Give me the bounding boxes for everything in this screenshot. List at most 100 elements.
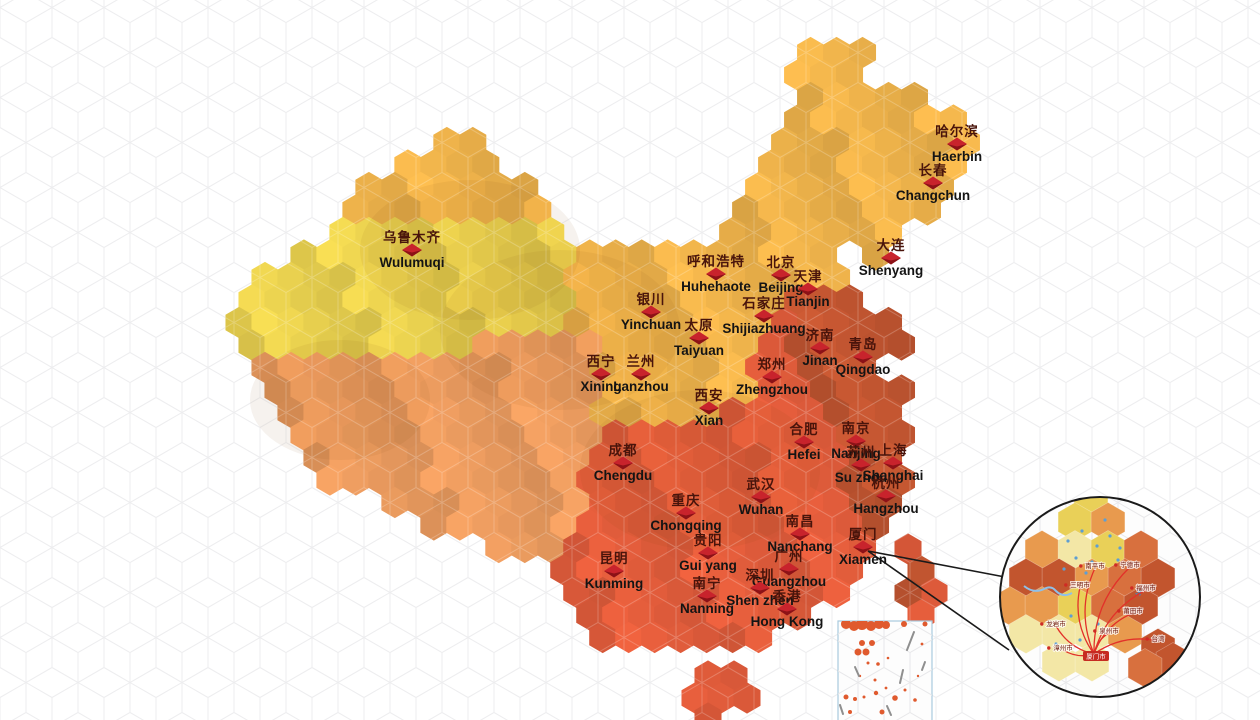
city-marker-facet <box>771 275 791 282</box>
south-china-sea-inset <box>837 620 933 720</box>
city-label-cn: 杭州 <box>872 475 901 491</box>
city-label-cn: 广州 <box>775 548 804 564</box>
inset-origin-chip <box>1083 651 1109 661</box>
inset-city-label: 宁德市 <box>1120 560 1140 569</box>
city-chengdu[interactable]: 成都 Chengdu <box>594 442 653 483</box>
city-guangzhou[interactable]: 广州 Guangzhou <box>752 548 826 589</box>
inset-city-三明市[interactable]: 三明市 <box>1064 579 1091 590</box>
inset-city-龙岩市[interactable]: 龙岩市 <box>1040 618 1067 629</box>
city-tianjin[interactable]: 天津 Tianjin <box>786 268 829 309</box>
inset-city-label: 福州市 <box>1136 583 1156 592</box>
photo-shade <box>250 340 430 460</box>
city-wuhan[interactable]: 武汉 Wuhan <box>739 476 784 517</box>
inset-blue-dot <box>1116 558 1120 562</box>
city-label-en: Shenyang <box>859 263 924 278</box>
city-label-cn: 南京 <box>842 420 871 436</box>
city-chongqing[interactable]: 重庆 Chongqing <box>650 492 721 533</box>
city-marker-facet <box>790 534 810 541</box>
city-shen-zhen[interactable]: 深圳 Shen zhen <box>726 567 794 608</box>
city-marker-facet <box>689 338 709 345</box>
city-changchun[interactable]: 长春 Changchun <box>896 162 970 203</box>
city-marker-facet <box>881 258 901 265</box>
city-shijiazhuang[interactable]: 石家庄 Shijiazhuang <box>722 295 805 336</box>
sea-inset-island-dot <box>886 656 890 660</box>
city-marker-facet <box>754 316 774 323</box>
city-label-cn: 厦门 <box>849 526 878 542</box>
city-label-en: Shijiazhuang <box>722 321 805 336</box>
city-wulumuqi[interactable]: 乌鲁木齐 Wulumuqi <box>380 229 445 270</box>
inset-city-莆田市[interactable]: 莆田市 <box>1117 605 1144 616</box>
city-label-cn: 合肥 <box>790 421 819 437</box>
city-marker-facet <box>641 312 661 319</box>
city-nanjing[interactable]: 南京 Nanjing <box>831 420 881 461</box>
city-marker-facet <box>631 374 651 381</box>
city-label-en: Shen zhen <box>726 593 794 608</box>
city-label-en: Wuhan <box>739 502 784 517</box>
city-xining[interactable]: 西宁 Xining <box>580 353 621 394</box>
inset-city-宁德市[interactable]: 宁德市 <box>1114 559 1141 570</box>
city-label-cn: 重庆 <box>672 492 701 508</box>
inset-city-厦门市[interactable]: 厦门市 <box>1083 651 1109 661</box>
boundary-dash <box>854 666 860 677</box>
inset-blue-dot <box>1062 567 1066 571</box>
city-su-zhou[interactable]: 苏州 Su zhou <box>835 444 888 485</box>
city-marker-facet <box>762 377 782 384</box>
city-marker-facet <box>613 463 633 470</box>
city-lanzhou[interactable]: 兰州 Lanzhou <box>613 353 669 394</box>
sea-inset-island-dot <box>854 648 862 656</box>
city-label-cn: 哈尔滨 <box>935 123 979 139</box>
city-hefei[interactable]: 合肥 Hefei <box>787 421 820 462</box>
city-nanning[interactable]: 南宁 Nanning <box>680 575 734 616</box>
city-label-en: Chongqing <box>650 518 721 533</box>
boundary-dash <box>921 661 926 671</box>
city-label-en: Taiyuan <box>674 343 724 358</box>
city-hong-kong[interactable]: 香港 Hong Kong <box>751 588 824 629</box>
city-huhehaote[interactable]: 呼和浩特 Huhehaote <box>681 253 751 294</box>
inset-city-dot <box>1079 564 1083 568</box>
sea-inset-island-dot <box>913 698 917 702</box>
city-gui-yang[interactable]: 贵阳 Gui yang <box>679 532 737 573</box>
city-marker-facet <box>779 569 799 576</box>
city-kunming[interactable]: 昆明 Kunming <box>585 551 644 591</box>
sea-inset-island-dot <box>873 678 877 682</box>
inset-city-漳州市[interactable]: 漳州市 <box>1047 642 1074 653</box>
boundary-dash <box>886 705 892 716</box>
inset-city-label: 三明市 <box>1070 580 1090 589</box>
magnifier-callout-line <box>867 550 1006 578</box>
sea-inset-island-dot <box>920 642 924 646</box>
city-nanchang[interactable]: 南昌 Nanchang <box>767 513 832 554</box>
river-icon <box>1023 585 1073 597</box>
city-xiamen[interactable]: 厦门 Xiamen <box>839 526 887 567</box>
city-shenyang[interactable]: 大连 Shenyang <box>859 237 924 278</box>
inset-city-label: 龙岩市 <box>1046 619 1066 628</box>
inset-city-label: 厦门市 <box>1086 652 1106 661</box>
inset-city-泉州市[interactable]: 泉州市 <box>1093 625 1120 636</box>
city-marker-facet <box>591 374 611 381</box>
city-shanghai[interactable]: 上海 Shanghai <box>863 442 924 483</box>
city-hangzhou[interactable]: 杭州 Hangzhou <box>853 475 918 516</box>
inset-blue-dot <box>1090 560 1094 564</box>
city-qingdao[interactable]: 青岛 Qingdao <box>836 336 891 377</box>
inset-city-label: 南平市 <box>1085 561 1105 570</box>
city-xian[interactable]: 西安 Xian <box>695 387 724 428</box>
inset-blue-dot <box>1054 642 1058 646</box>
sea-inset-coast <box>856 621 868 630</box>
city-marker-facet <box>810 348 830 355</box>
city-taiyuan[interactable]: 太原 Taiyuan <box>674 317 724 358</box>
city-jinan[interactable]: 济南 Jinan <box>802 327 837 368</box>
city-label-cn: 大连 <box>877 237 906 253</box>
city-marker-facet <box>699 408 719 415</box>
inset-city-南平市[interactable]: 南平市 <box>1079 560 1106 571</box>
city-beijing[interactable]: 北京 Beijing <box>758 254 803 295</box>
city-haerbin[interactable]: 哈尔滨 Haerbin <box>932 123 982 164</box>
city-label-en: Guangzhou <box>752 574 826 589</box>
city-zhengzhou[interactable]: 郑州 Zhengzhou <box>736 356 808 397</box>
city-yinchuan[interactable]: 银川 Yinchuan <box>621 291 681 332</box>
city-label-en: Yinchuan <box>621 317 681 332</box>
city-marker-facet <box>777 609 797 616</box>
inset-city-台湾[interactable]: 台湾 <box>1145 633 1166 644</box>
city-marker-facet <box>402 250 422 257</box>
sea-inset-coast <box>882 621 890 629</box>
inset-city-福州市[interactable]: 福州市 <box>1130 582 1157 593</box>
inset-city-dot <box>1117 609 1121 613</box>
